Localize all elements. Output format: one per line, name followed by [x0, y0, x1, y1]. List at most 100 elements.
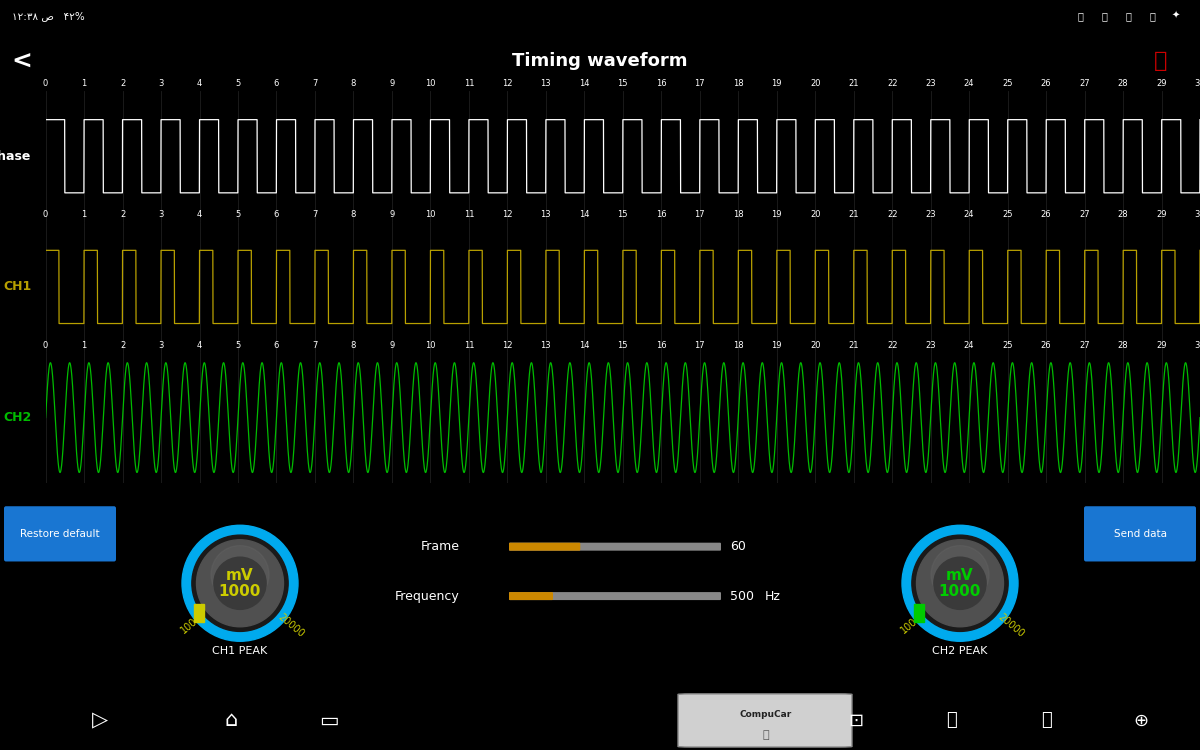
Text: 10: 10 [425, 210, 436, 219]
Text: 15: 15 [618, 210, 628, 219]
Text: 0: 0 [43, 210, 48, 219]
Text: 7: 7 [312, 340, 318, 350]
Text: 18: 18 [733, 340, 744, 350]
FancyBboxPatch shape [678, 694, 852, 747]
Text: 🖼: 🖼 [1042, 712, 1051, 730]
Text: ۱۲:۳۸ ص   ۴۲%: ۱۲:۳۸ ص ۴۲% [12, 11, 85, 21]
Circle shape [934, 557, 986, 609]
Text: 🔊: 🔊 [1150, 11, 1154, 21]
Text: Hz: Hz [766, 590, 781, 602]
Text: Frequency: Frequency [395, 590, 460, 602]
Text: 6: 6 [274, 210, 280, 219]
Text: 5: 5 [235, 210, 241, 219]
Text: Phase: Phase [0, 150, 31, 163]
Text: 10: 10 [425, 340, 436, 350]
Text: 19: 19 [772, 80, 782, 88]
Text: ⌂: ⌂ [224, 710, 239, 730]
Text: 9: 9 [389, 340, 395, 350]
Text: 14: 14 [580, 80, 589, 88]
Text: 8: 8 [350, 210, 356, 219]
Text: ⭘: ⭘ [1154, 51, 1168, 71]
Text: 1: 1 [82, 340, 86, 350]
Text: 21: 21 [848, 210, 859, 219]
Circle shape [917, 540, 1003, 627]
Text: 📡: 📡 [1126, 11, 1130, 21]
Text: 16: 16 [656, 340, 666, 350]
Text: 9: 9 [389, 80, 395, 88]
Text: 🔋: 🔋 [1102, 11, 1106, 21]
Text: 13: 13 [540, 210, 551, 219]
FancyBboxPatch shape [1084, 506, 1196, 562]
Text: 16: 16 [656, 80, 666, 88]
Text: 15: 15 [618, 80, 628, 88]
Text: Frame: Frame [421, 540, 460, 554]
Text: Timing waveform: Timing waveform [512, 53, 688, 70]
Text: 22: 22 [887, 210, 898, 219]
Text: CH1: CH1 [4, 280, 31, 293]
Circle shape [931, 545, 989, 604]
Text: 20: 20 [810, 80, 821, 88]
Text: 6: 6 [274, 340, 280, 350]
Text: 8: 8 [350, 80, 356, 88]
FancyBboxPatch shape [509, 592, 553, 600]
Text: 30: 30 [1195, 80, 1200, 88]
Text: 20000: 20000 [276, 612, 306, 640]
Text: 24: 24 [964, 210, 974, 219]
Text: 3: 3 [158, 210, 163, 219]
Text: 7: 7 [312, 80, 318, 88]
Text: 8: 8 [350, 340, 356, 350]
Text: 3: 3 [158, 340, 163, 350]
Text: 11: 11 [463, 80, 474, 88]
Text: 1: 1 [82, 80, 86, 88]
Text: 📶: 📶 [1078, 11, 1082, 21]
Text: 4: 4 [197, 80, 202, 88]
Text: 1000: 1000 [218, 584, 262, 599]
Text: 7: 7 [312, 210, 318, 219]
Text: 25: 25 [1002, 210, 1013, 219]
Text: 21: 21 [848, 80, 859, 88]
Text: 25: 25 [1002, 80, 1013, 88]
Text: 18: 18 [733, 210, 744, 219]
Text: CH2 PEAK: CH2 PEAK [932, 646, 988, 656]
Text: 27: 27 [1079, 80, 1090, 88]
Text: 26: 26 [1040, 80, 1051, 88]
Circle shape [211, 545, 269, 604]
Text: 25: 25 [1002, 340, 1013, 350]
Text: 14: 14 [580, 210, 589, 219]
Text: 17: 17 [695, 80, 706, 88]
Text: 19: 19 [772, 210, 782, 219]
Text: ▭: ▭ [319, 710, 338, 730]
FancyBboxPatch shape [509, 543, 581, 550]
Text: 🚗: 🚗 [762, 730, 769, 740]
Text: 22: 22 [887, 80, 898, 88]
Text: 23: 23 [925, 340, 936, 350]
Text: 100: 100 [899, 616, 919, 635]
Text: 17: 17 [695, 340, 706, 350]
Text: 100: 100 [179, 616, 199, 635]
Text: 30: 30 [1195, 210, 1200, 219]
Text: 📱: 📱 [947, 712, 956, 730]
Text: 17: 17 [695, 210, 706, 219]
Text: 6: 6 [274, 80, 280, 88]
Bar [193, 604, 204, 622]
Text: Send data: Send data [1114, 529, 1166, 538]
Text: 500: 500 [730, 590, 754, 602]
Text: 13: 13 [540, 340, 551, 350]
Text: 11: 11 [463, 210, 474, 219]
Text: 20000: 20000 [996, 612, 1026, 640]
Text: 4: 4 [197, 210, 202, 219]
Text: ⊡: ⊡ [848, 712, 863, 730]
Text: 14: 14 [580, 340, 589, 350]
Bar [913, 604, 924, 622]
Text: 1000: 1000 [938, 584, 982, 599]
Text: 0: 0 [43, 340, 48, 350]
Text: 29: 29 [1157, 210, 1166, 219]
Text: 2: 2 [120, 80, 125, 88]
Text: 2: 2 [120, 210, 125, 219]
Text: 10: 10 [425, 80, 436, 88]
Text: 23: 23 [925, 80, 936, 88]
Text: 28: 28 [1117, 80, 1128, 88]
Text: ⊕: ⊕ [1134, 712, 1148, 730]
Text: 29: 29 [1157, 80, 1166, 88]
Circle shape [902, 525, 1018, 641]
